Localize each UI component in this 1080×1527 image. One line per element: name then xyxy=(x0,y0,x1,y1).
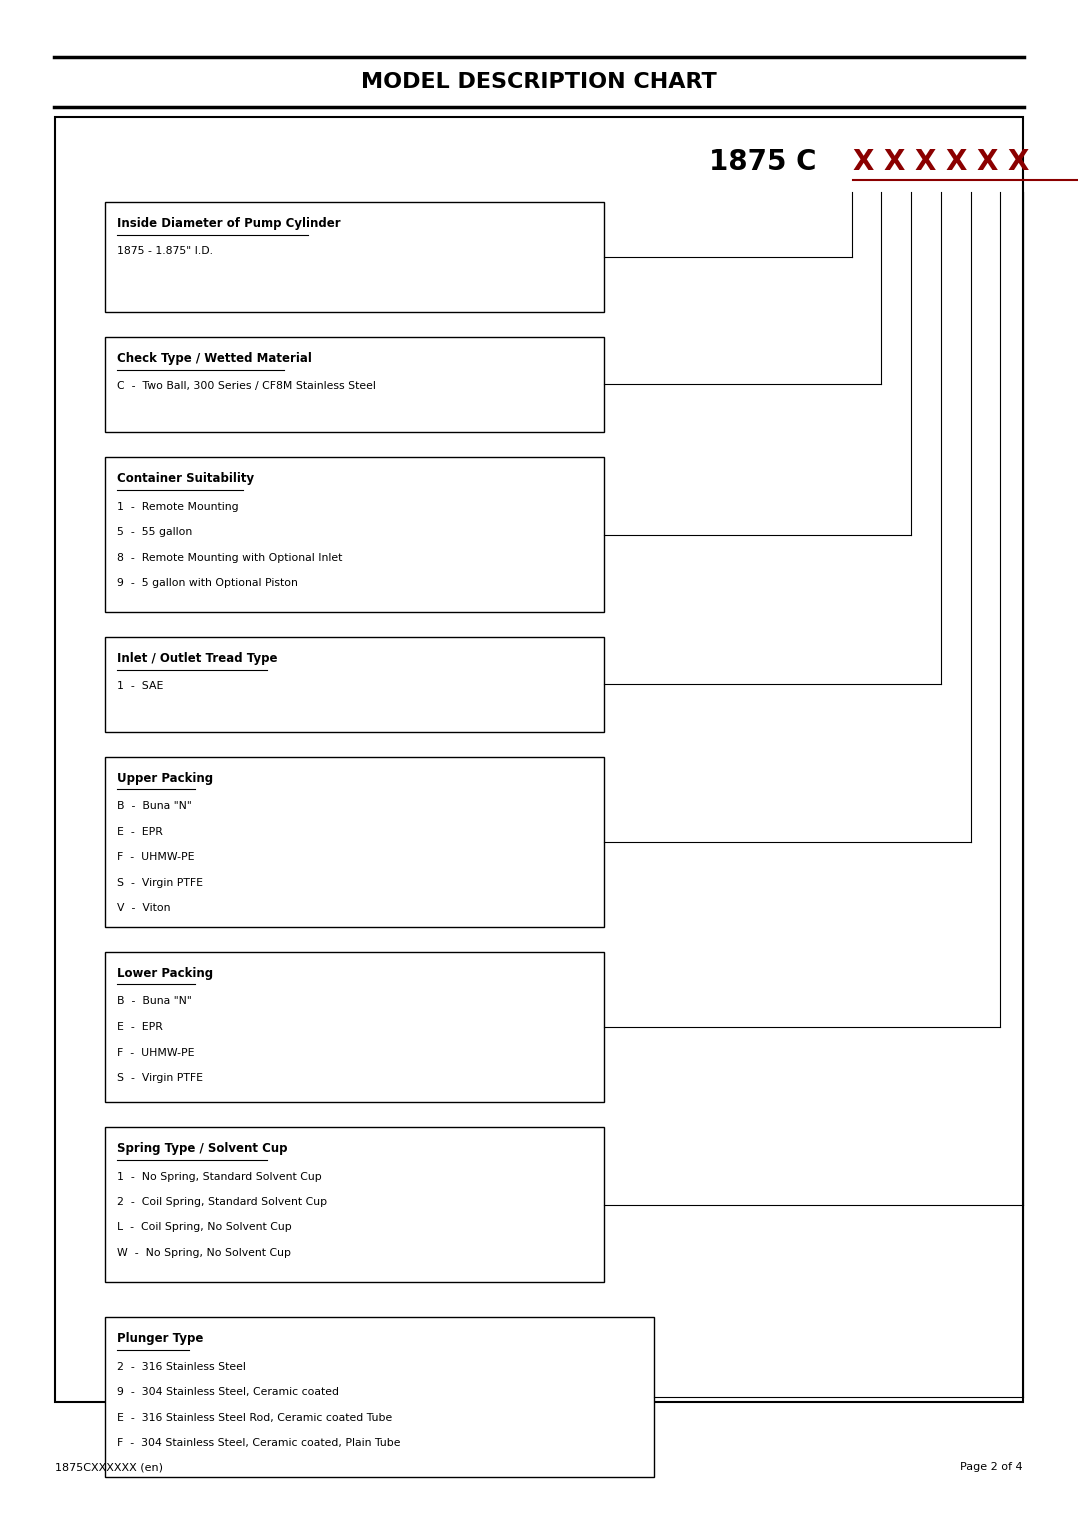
Text: B  -  Buna "N": B - Buna "N" xyxy=(117,802,191,811)
Bar xyxy=(105,757,604,927)
Bar xyxy=(105,457,604,612)
Text: L  -  Coil Spring, No Solvent Cup: L - Coil Spring, No Solvent Cup xyxy=(117,1223,292,1232)
Text: F  -  UHMW-PE: F - UHMW-PE xyxy=(117,1048,194,1058)
Text: Spring Type / Solvent Cup: Spring Type / Solvent Cup xyxy=(117,1142,287,1154)
Text: C  -  Two Ball, 300 Series / CF8M Stainless Steel: C - Two Ball, 300 Series / CF8M Stainles… xyxy=(117,382,376,391)
Text: E  -  EPR: E - EPR xyxy=(117,1022,163,1032)
Text: Plunger Type: Plunger Type xyxy=(117,1332,203,1345)
Text: Check Type / Wetted Material: Check Type / Wetted Material xyxy=(117,353,312,365)
Text: 1  -  Remote Mounting: 1 - Remote Mounting xyxy=(117,501,239,512)
Text: F  -  UHMW-PE: F - UHMW-PE xyxy=(117,852,194,863)
Bar xyxy=(105,202,604,312)
Bar xyxy=(105,637,604,731)
Text: Container Suitability: Container Suitability xyxy=(117,472,254,486)
Text: 1875 C: 1875 C xyxy=(708,148,826,176)
Text: 1875CXXXXXX (en): 1875CXXXXXX (en) xyxy=(55,1461,163,1472)
Bar xyxy=(105,1316,653,1477)
Text: Lower Packing: Lower Packing xyxy=(117,967,213,980)
Text: 9  -  304 Stainless Steel, Ceramic coated: 9 - 304 Stainless Steel, Ceramic coated xyxy=(117,1387,339,1397)
Text: S  -  Virgin PTFE: S - Virgin PTFE xyxy=(117,878,203,889)
Text: B  -  Buna "N": B - Buna "N" xyxy=(117,997,191,1006)
Bar xyxy=(105,337,604,432)
Text: 1875 - 1.875" I.D.: 1875 - 1.875" I.D. xyxy=(117,246,213,257)
Text: 8  -  Remote Mounting with Optional Inlet: 8 - Remote Mounting with Optional Inlet xyxy=(117,553,342,562)
Text: Upper Packing: Upper Packing xyxy=(117,773,213,785)
Text: X X X X X X: X X X X X X xyxy=(853,148,1030,176)
Text: W  -  No Spring, No Solvent Cup: W - No Spring, No Solvent Cup xyxy=(117,1248,291,1258)
Text: F  -  304 Stainless Steel, Ceramic coated, Plain Tube: F - 304 Stainless Steel, Ceramic coated,… xyxy=(117,1438,401,1448)
Text: MODEL DESCRIPTION CHART: MODEL DESCRIPTION CHART xyxy=(361,72,717,92)
Text: 1  -  No Spring, Standard Solvent Cup: 1 - No Spring, Standard Solvent Cup xyxy=(117,1171,322,1182)
Text: 1  -  SAE: 1 - SAE xyxy=(117,681,163,692)
Text: 5  -  55 gallon: 5 - 55 gallon xyxy=(117,527,192,538)
Text: Page 2 of 4: Page 2 of 4 xyxy=(960,1461,1023,1472)
Text: 2  -  Coil Spring, Standard Solvent Cup: 2 - Coil Spring, Standard Solvent Cup xyxy=(117,1197,327,1206)
FancyBboxPatch shape xyxy=(55,118,1023,1402)
Text: 2  -  316 Stainless Steel: 2 - 316 Stainless Steel xyxy=(117,1362,245,1371)
Bar xyxy=(105,951,604,1102)
Bar xyxy=(105,1127,604,1283)
Text: E  -  EPR: E - EPR xyxy=(117,828,163,837)
Text: E  -  316 Stainless Steel Rod, Ceramic coated Tube: E - 316 Stainless Steel Rod, Ceramic coa… xyxy=(117,1412,392,1423)
Text: 9  -  5 gallon with Optional Piston: 9 - 5 gallon with Optional Piston xyxy=(117,579,298,588)
Text: Inside Diameter of Pump Cylinder: Inside Diameter of Pump Cylinder xyxy=(117,217,340,231)
Text: Inlet / Outlet Tread Type: Inlet / Outlet Tread Type xyxy=(117,652,278,664)
Text: S  -  Virgin PTFE: S - Virgin PTFE xyxy=(117,1073,203,1083)
Text: V  -  Viton: V - Viton xyxy=(117,904,171,913)
